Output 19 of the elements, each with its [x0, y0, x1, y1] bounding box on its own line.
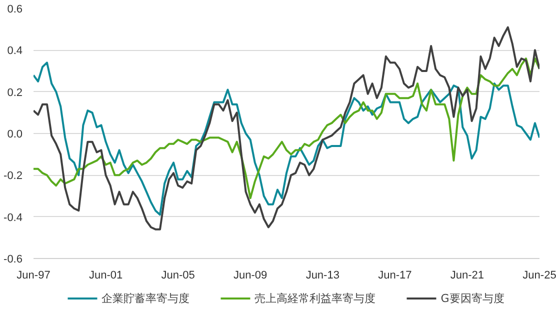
y-tick-label: -0.4	[4, 212, 23, 224]
legend-label: G要因寄与度	[440, 290, 504, 306]
x-tick-label: Jun-13	[306, 270, 340, 282]
legend-label: 売上高経常利益率寄与度	[254, 290, 376, 306]
y-tick-label: 0.0	[7, 128, 23, 140]
x-tick-label: Jun-05	[161, 270, 195, 282]
x-tick-label: Jun-17	[378, 270, 412, 282]
y-tick-label: -0.2	[4, 170, 23, 182]
y-tick-label: -0.6	[4, 254, 23, 266]
x-tick-label: Jun-97	[16, 270, 50, 282]
legend-label: 企業貯蓄率寄与度	[102, 290, 190, 306]
y-tick-label: 0.6	[7, 4, 23, 16]
y-tick-label: 0.4	[7, 45, 23, 58]
x-tick-label: Jun-09	[234, 270, 268, 282]
x-tick-label: Jun-21	[450, 270, 484, 282]
y-tick-label: 0.2	[7, 86, 23, 99]
x-tick-label: Jun-25	[522, 270, 556, 282]
x-tick-label: Jun-01	[88, 270, 123, 282]
line-series	[34, 26, 540, 230]
